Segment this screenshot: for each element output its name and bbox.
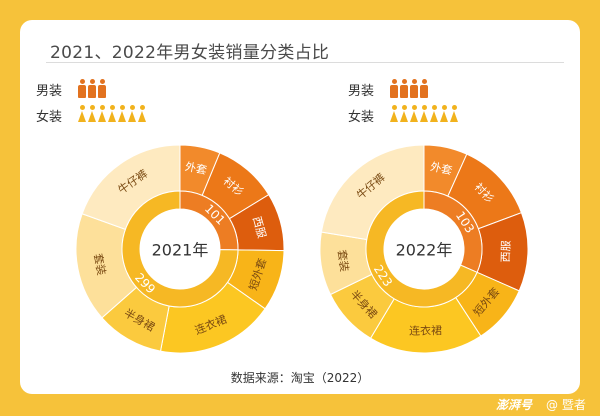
legend-label-female: 女装	[36, 109, 63, 125]
chart-center-label: 2021年	[152, 241, 209, 260]
segment-label: 套装	[335, 249, 351, 273]
chart-center-hole	[140, 209, 220, 289]
title-divider	[46, 62, 564, 63]
chart-center-label: 2022年	[396, 241, 453, 260]
legend-icons-female-2021	[77, 105, 146, 125]
segment-label: 套装	[91, 252, 108, 276]
legend-label-female: 女装	[348, 109, 375, 125]
male-person-icon	[390, 79, 398, 99]
segment-label: 西服	[250, 215, 268, 240]
footer-author: @ 暨者	[546, 398, 586, 412]
male-person-icon	[98, 79, 106, 99]
female-person-icon	[449, 105, 458, 125]
segment-label: 外套	[184, 160, 208, 177]
female-person-icon	[77, 105, 86, 125]
female-person-icon	[137, 105, 146, 125]
chart-center-hole	[384, 209, 464, 289]
male-person-icon	[78, 79, 86, 99]
female-person-icon	[97, 105, 106, 125]
female-person-icon	[117, 105, 126, 125]
legend-female-2022: 女装	[348, 104, 458, 126]
female-person-icon	[107, 105, 116, 125]
male-person-icon	[400, 79, 408, 99]
legend-icons-male-2021	[78, 79, 106, 99]
legend-female-2021: 女装	[36, 104, 146, 126]
footer-brand: 澎湃号	[496, 398, 533, 412]
female-person-icon	[87, 105, 96, 125]
male-person-icon	[410, 79, 418, 99]
female-person-icon	[399, 105, 408, 125]
male-person-icon	[420, 79, 428, 99]
data-source: 数据来源：淘宝（2022）	[230, 371, 370, 385]
legend-icons-female-2022	[389, 105, 458, 125]
legend-label-male: 男装	[36, 83, 63, 99]
male-person-icon	[88, 79, 96, 99]
segment-label: 外套	[429, 160, 453, 177]
female-person-icon	[409, 105, 418, 125]
legend-male-2021: 男装	[36, 78, 106, 100]
female-person-icon	[389, 105, 398, 125]
female-person-icon	[419, 105, 428, 125]
legend-male-2022: 男装	[348, 78, 428, 100]
female-person-icon	[439, 105, 448, 125]
female-person-icon	[127, 105, 136, 125]
female-person-icon	[429, 105, 438, 125]
segment-label: 西服	[499, 240, 513, 262]
chart-title: 2021、2022年男女装销量分类占比	[50, 43, 330, 63]
legend-label-male: 男装	[348, 83, 375, 99]
segment-label: 连衣裙	[409, 323, 442, 338]
legend-icons-male-2022	[390, 79, 428, 99]
